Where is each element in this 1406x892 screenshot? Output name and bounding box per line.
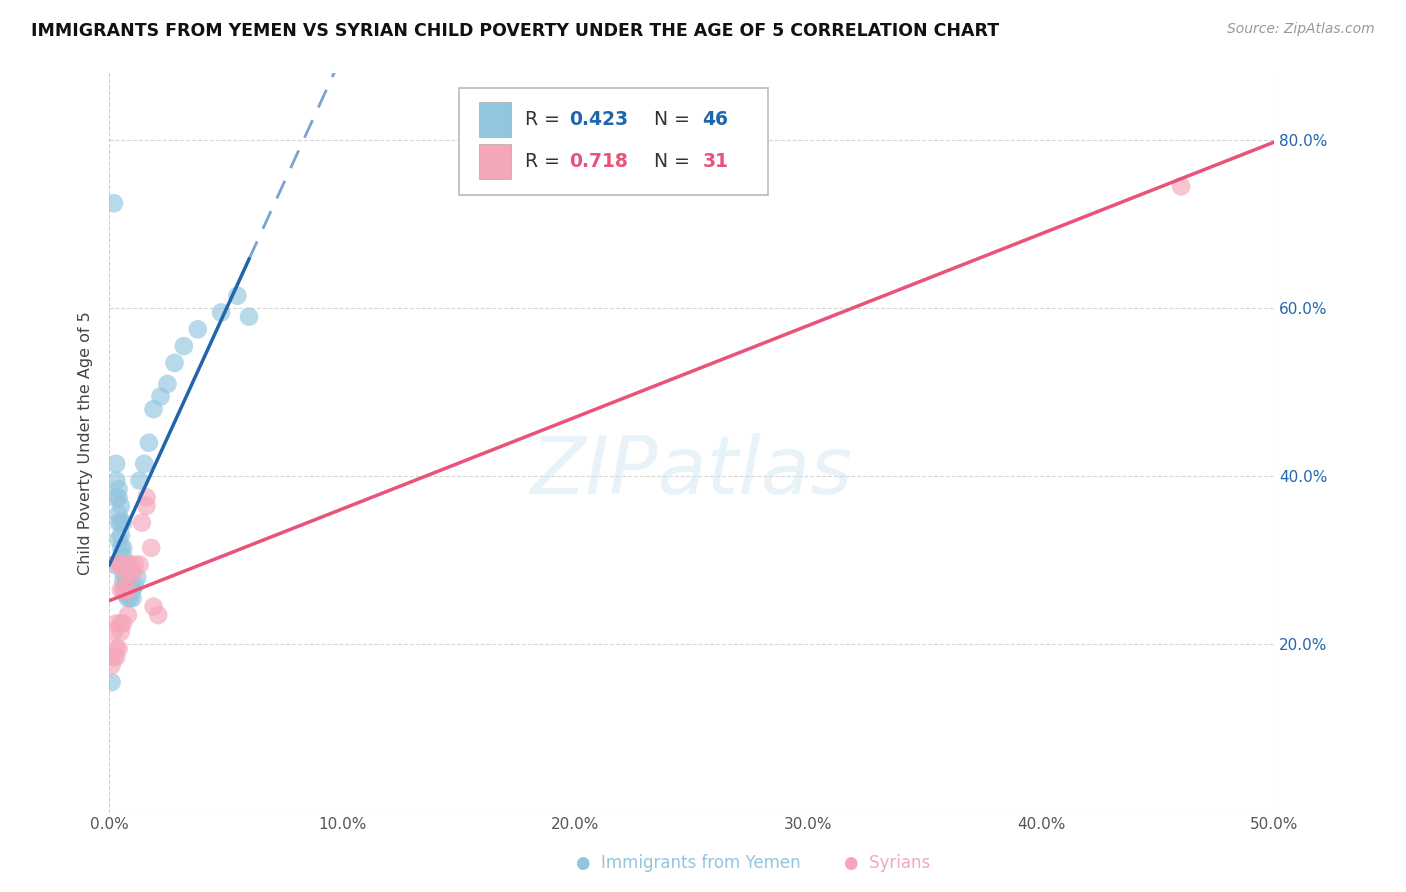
Point (120, 558, 142, 572)
Point (100, 675, 122, 690)
Point (121, 566, 143, 580)
FancyBboxPatch shape (458, 87, 768, 195)
Point (120, 591, 142, 606)
Text: 0.423: 0.423 (569, 110, 628, 129)
Point (103, 558, 125, 572)
Point (112, 558, 135, 572)
Point (105, 641, 128, 656)
Point (238, 310, 260, 324)
Point (141, 541, 163, 555)
Point (117, 566, 139, 580)
Text: IMMIGRANTS FROM YEMEN VS SYRIAN CHILD POVERTY UNDER THE AGE OF 5 CORRELATION CHA: IMMIGRANTS FROM YEMEN VS SYRIAN CHILD PO… (31, 22, 1000, 40)
Point (112, 616, 135, 631)
Point (134, 457, 156, 471)
Point (135, 491, 157, 505)
Point (120, 566, 142, 580)
Point (120, 579, 142, 593)
Point (114, 582, 136, 597)
Point (103, 624, 125, 639)
Text: Source: ZipAtlas.com: Source: ZipAtlas.com (1227, 22, 1375, 37)
Point (156, 376, 179, 391)
Text: R =: R = (526, 110, 567, 129)
Point (103, 196, 125, 211)
Point (105, 474, 128, 488)
Point (114, 587, 136, 601)
Point (128, 474, 150, 488)
Point (112, 516, 135, 530)
Text: 46: 46 (702, 110, 728, 129)
Text: ZIPatlas: ZIPatlas (530, 434, 853, 511)
Point (103, 650, 125, 665)
Point (124, 558, 146, 572)
Point (112, 582, 135, 597)
Point (138, 435, 160, 450)
Point (105, 457, 128, 471)
Point (121, 591, 143, 606)
Text: R =: R = (526, 153, 567, 171)
Text: N =: N = (641, 110, 696, 129)
Point (110, 541, 132, 555)
Point (114, 566, 136, 580)
Point (114, 579, 136, 593)
Point (110, 499, 132, 513)
Point (110, 528, 132, 542)
Point (110, 582, 132, 597)
Point (117, 582, 139, 597)
Y-axis label: Child Poverty Under the Age of 5: Child Poverty Under the Age of 5 (79, 311, 93, 574)
Point (173, 339, 195, 353)
Point (107, 516, 129, 530)
Point (131, 516, 153, 530)
Text: ●  Immigrants from Yemen: ● Immigrants from Yemen (576, 855, 801, 872)
Point (105, 616, 128, 631)
Text: ●  Syrians: ● Syrians (844, 855, 929, 872)
Point (226, 288, 249, 302)
Point (117, 579, 139, 593)
Point (112, 566, 135, 580)
Point (124, 579, 146, 593)
Point (127, 570, 149, 584)
Point (117, 608, 139, 623)
Point (105, 650, 128, 665)
Point (107, 641, 129, 656)
Text: 0.718: 0.718 (569, 153, 628, 171)
Point (1170, 179, 1192, 194)
Text: N =: N = (641, 153, 696, 171)
Point (128, 558, 150, 572)
Point (117, 591, 139, 606)
Point (148, 608, 170, 623)
Point (112, 574, 135, 589)
Point (114, 570, 136, 584)
Point (110, 616, 132, 631)
Point (110, 624, 132, 639)
Point (135, 499, 157, 513)
Point (112, 541, 135, 555)
Point (110, 516, 132, 530)
Point (142, 402, 165, 417)
Point (107, 491, 129, 505)
Text: 31: 31 (702, 153, 728, 171)
Point (107, 507, 129, 521)
Point (187, 322, 209, 336)
Point (142, 599, 165, 614)
Point (107, 482, 129, 496)
Point (110, 558, 132, 572)
Point (149, 390, 172, 404)
Point (209, 305, 232, 319)
Point (100, 658, 122, 673)
Point (121, 582, 143, 597)
FancyBboxPatch shape (478, 102, 512, 137)
Point (110, 558, 132, 572)
Point (107, 533, 129, 547)
Point (114, 558, 136, 572)
Point (112, 549, 135, 564)
Point (105, 491, 128, 505)
Point (163, 356, 186, 370)
Point (107, 558, 129, 572)
FancyBboxPatch shape (478, 144, 512, 179)
